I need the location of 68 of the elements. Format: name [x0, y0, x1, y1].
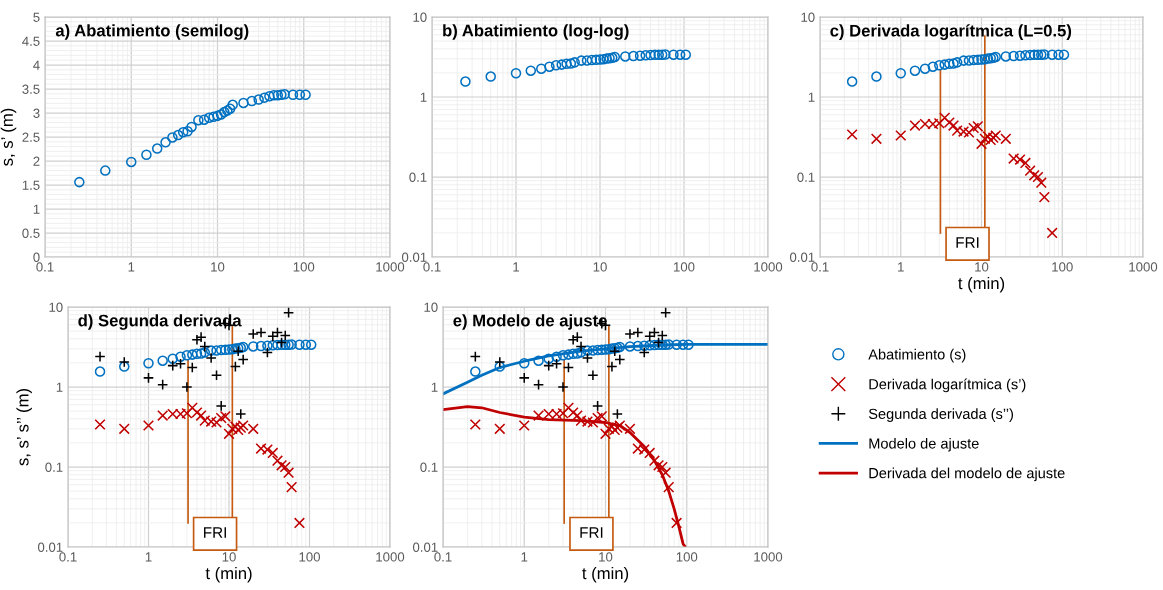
- chart-title: b) Abatimiento (log-log): [443, 24, 629, 40]
- legend-label: Abatimiento (s): [868, 348, 966, 363]
- x-axis-title: t (min): [582, 566, 629, 583]
- y-tick-label: 10: [413, 12, 427, 22]
- y-tick-label: 2: [33, 156, 40, 166]
- chart-title: e) Modelo de ajuste: [453, 314, 607, 330]
- legend-label: Derivada del modelo de ajuste: [869, 467, 1065, 482]
- y-tick-label: 0.1: [797, 172, 815, 182]
- x-tick-label: 10: [211, 262, 225, 272]
- x-tick-label: 100: [293, 262, 315, 272]
- y-tick-label: 10: [424, 302, 438, 312]
- x-tick-label: 1000: [1129, 262, 1158, 272]
- y-tick-label: 0.01: [412, 542, 438, 552]
- y-tick-label: 0.01: [37, 542, 63, 552]
- y-tick-label: 4: [33, 60, 40, 70]
- x-tick-label: 10: [222, 552, 236, 562]
- y-tick-label: 1: [431, 382, 438, 392]
- x-tick-label: 1000: [376, 262, 405, 272]
- x-tick-label: 1: [513, 262, 520, 272]
- x-tick-label: 1: [898, 262, 904, 272]
- x-tick-label: 1000: [754, 552, 783, 562]
- x-tick-label: 100: [674, 262, 695, 272]
- chart-title: c) Derivada logarítmica (L=0.5): [830, 24, 1072, 40]
- x-tick-label: 100: [676, 552, 698, 562]
- y-tick-label: 5: [33, 12, 40, 22]
- x-tick-label: 100: [1052, 262, 1073, 272]
- y-tick-label: 0.01: [401, 252, 427, 262]
- chart-title: a) Abatimiento (semilog): [55, 24, 249, 40]
- x-tick-label: 0.1: [811, 262, 829, 272]
- legend-label: Segunda derivada (s’’): [868, 408, 1014, 422]
- legend-label: Modelo de ajuste: [869, 437, 979, 452]
- y-tick-label: 10: [49, 302, 63, 312]
- y-tick-label: 1: [56, 382, 63, 392]
- x-tick-label: 1: [145, 552, 152, 562]
- x-tick-label: 0.1: [434, 552, 452, 562]
- x-tick-label: 1000: [754, 262, 783, 272]
- x-tick-label: 1: [128, 262, 135, 272]
- x-axis-title: t (min): [958, 276, 1005, 293]
- x-tick-label: 1000: [376, 552, 405, 562]
- y-tick-label: 1: [808, 92, 815, 102]
- y-tick-label: 0.5: [22, 228, 40, 238]
- chart-title: d) Segunda derivada: [78, 314, 242, 330]
- x-tick-label: 10: [599, 552, 613, 562]
- y-tick-label: 2.5: [22, 132, 40, 142]
- y-tick-label: 10: [801, 12, 815, 22]
- y-tick-label: 0.1: [420, 462, 438, 472]
- x-tick-label: 10: [593, 262, 607, 272]
- y-tick-label: 0.1: [409, 172, 427, 182]
- x-tick-label: 100: [299, 552, 320, 562]
- y-axis-title: s, s’ (m): [0, 108, 17, 166]
- y-tick-label: 4.5: [22, 36, 40, 46]
- y-tick-label: 3: [33, 108, 40, 118]
- annotation: FRI: [956, 237, 979, 248]
- x-tick-label: 0.1: [59, 552, 77, 562]
- x-axis-title: t (min): [205, 566, 252, 583]
- legend-label: Derivada logarítmica (s’): [869, 378, 1026, 393]
- y-axis-title: s, s’ s’’ (m): [16, 389, 32, 466]
- y-tick-label: 1.5: [22, 180, 40, 190]
- annotation: FRI: [204, 527, 226, 538]
- y-tick-label: 0.1: [45, 462, 63, 472]
- x-tick-label: 10: [975, 262, 989, 272]
- y-tick-label: 0.01: [789, 252, 815, 262]
- y-tick-label: 0: [33, 252, 40, 262]
- y-tick-label: 1: [420, 92, 427, 102]
- annotation: FRI: [580, 527, 603, 538]
- y-tick-label: 3.5: [22, 84, 40, 94]
- y-tick-label: 1: [33, 204, 40, 214]
- x-tick-label: 1: [521, 552, 528, 562]
